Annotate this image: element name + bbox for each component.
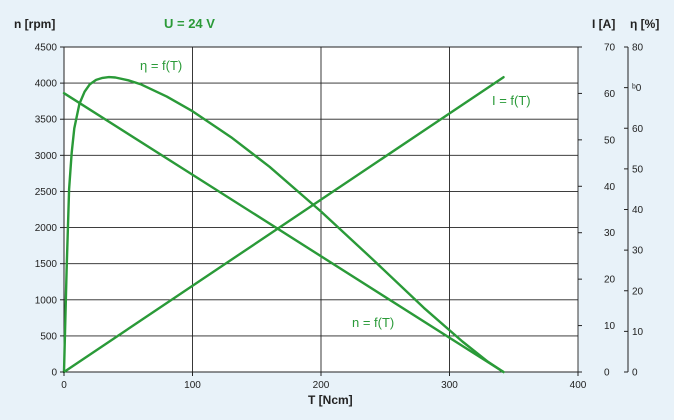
x-tick-label: 300 (441, 380, 458, 391)
grid-lines (64, 46, 579, 372)
annotation-current: I = f(T) (492, 93, 531, 108)
series-line-2 (62, 75, 505, 374)
annotation-speed: n = f(T) (352, 315, 394, 330)
y-left-tick-label: 2000 (35, 223, 58, 234)
y-left-tick-label: 2500 (35, 187, 58, 198)
x-tick-label: 0 (61, 380, 67, 391)
y-left-tick-label: 4500 (35, 43, 58, 54)
y-left-tick-label: 0 (51, 368, 57, 379)
y-right2-axis-title: η [%] (630, 17, 659, 31)
y-right1-axis-title: I [A] (592, 17, 615, 31)
y-left-tick-label: 500 (40, 331, 57, 342)
chart-title: U = 24 V (164, 16, 215, 31)
series-line-1 (62, 75, 505, 374)
x-tick-label: 400 (570, 380, 587, 391)
y-right2-tick-label: ᵇ0 (632, 83, 642, 94)
y-right2-tick-label: 60 (632, 124, 644, 135)
series-group (62, 75, 505, 374)
x-tick-label: 200 (313, 380, 330, 391)
y-right1-tick-label: 40 (604, 182, 616, 193)
y-right2-tick-label: 20 (632, 286, 644, 297)
y-right1-tick-label: 30 (604, 228, 616, 239)
y-right2-tick-label: 50 (632, 164, 644, 175)
y-right1-tick-label: 50 (604, 135, 616, 146)
tick-labels: 0 100 200 300 400050010001500200025003000350… (35, 43, 644, 392)
y-right2-tick-label: 10 (632, 327, 644, 338)
y-right2-tick-label: 0 (632, 368, 638, 379)
y-left-tick-label: 1500 (35, 259, 58, 270)
y-left-tick-label: 3500 (35, 115, 58, 126)
y-right1-tick-label: 70 (604, 43, 616, 54)
series-line-0 (62, 91, 505, 374)
x-tick-label: 100 (184, 380, 201, 391)
y-right1-tick-label: 60 (604, 89, 616, 100)
y-left-tick-label: 1000 (35, 295, 58, 306)
y-right2-tick-label: 40 (632, 205, 644, 216)
y-left-axis-title: n [rpm] (14, 17, 55, 31)
y-right2-tick-label: 80 (632, 43, 644, 54)
x-axis-title: T [Ncm] (308, 393, 353, 407)
y-left-tick-label: 3000 (35, 151, 58, 162)
y-right1-tick-label: 0 (604, 368, 610, 379)
y-left-tick-label: 4000 (35, 79, 58, 90)
y-right1-tick-label: 10 (604, 321, 616, 332)
y-right1-tick-label: 20 (604, 275, 616, 286)
annotation-efficiency: η = f(T) (140, 58, 182, 73)
y-right2-tick-label: 30 (632, 246, 644, 257)
